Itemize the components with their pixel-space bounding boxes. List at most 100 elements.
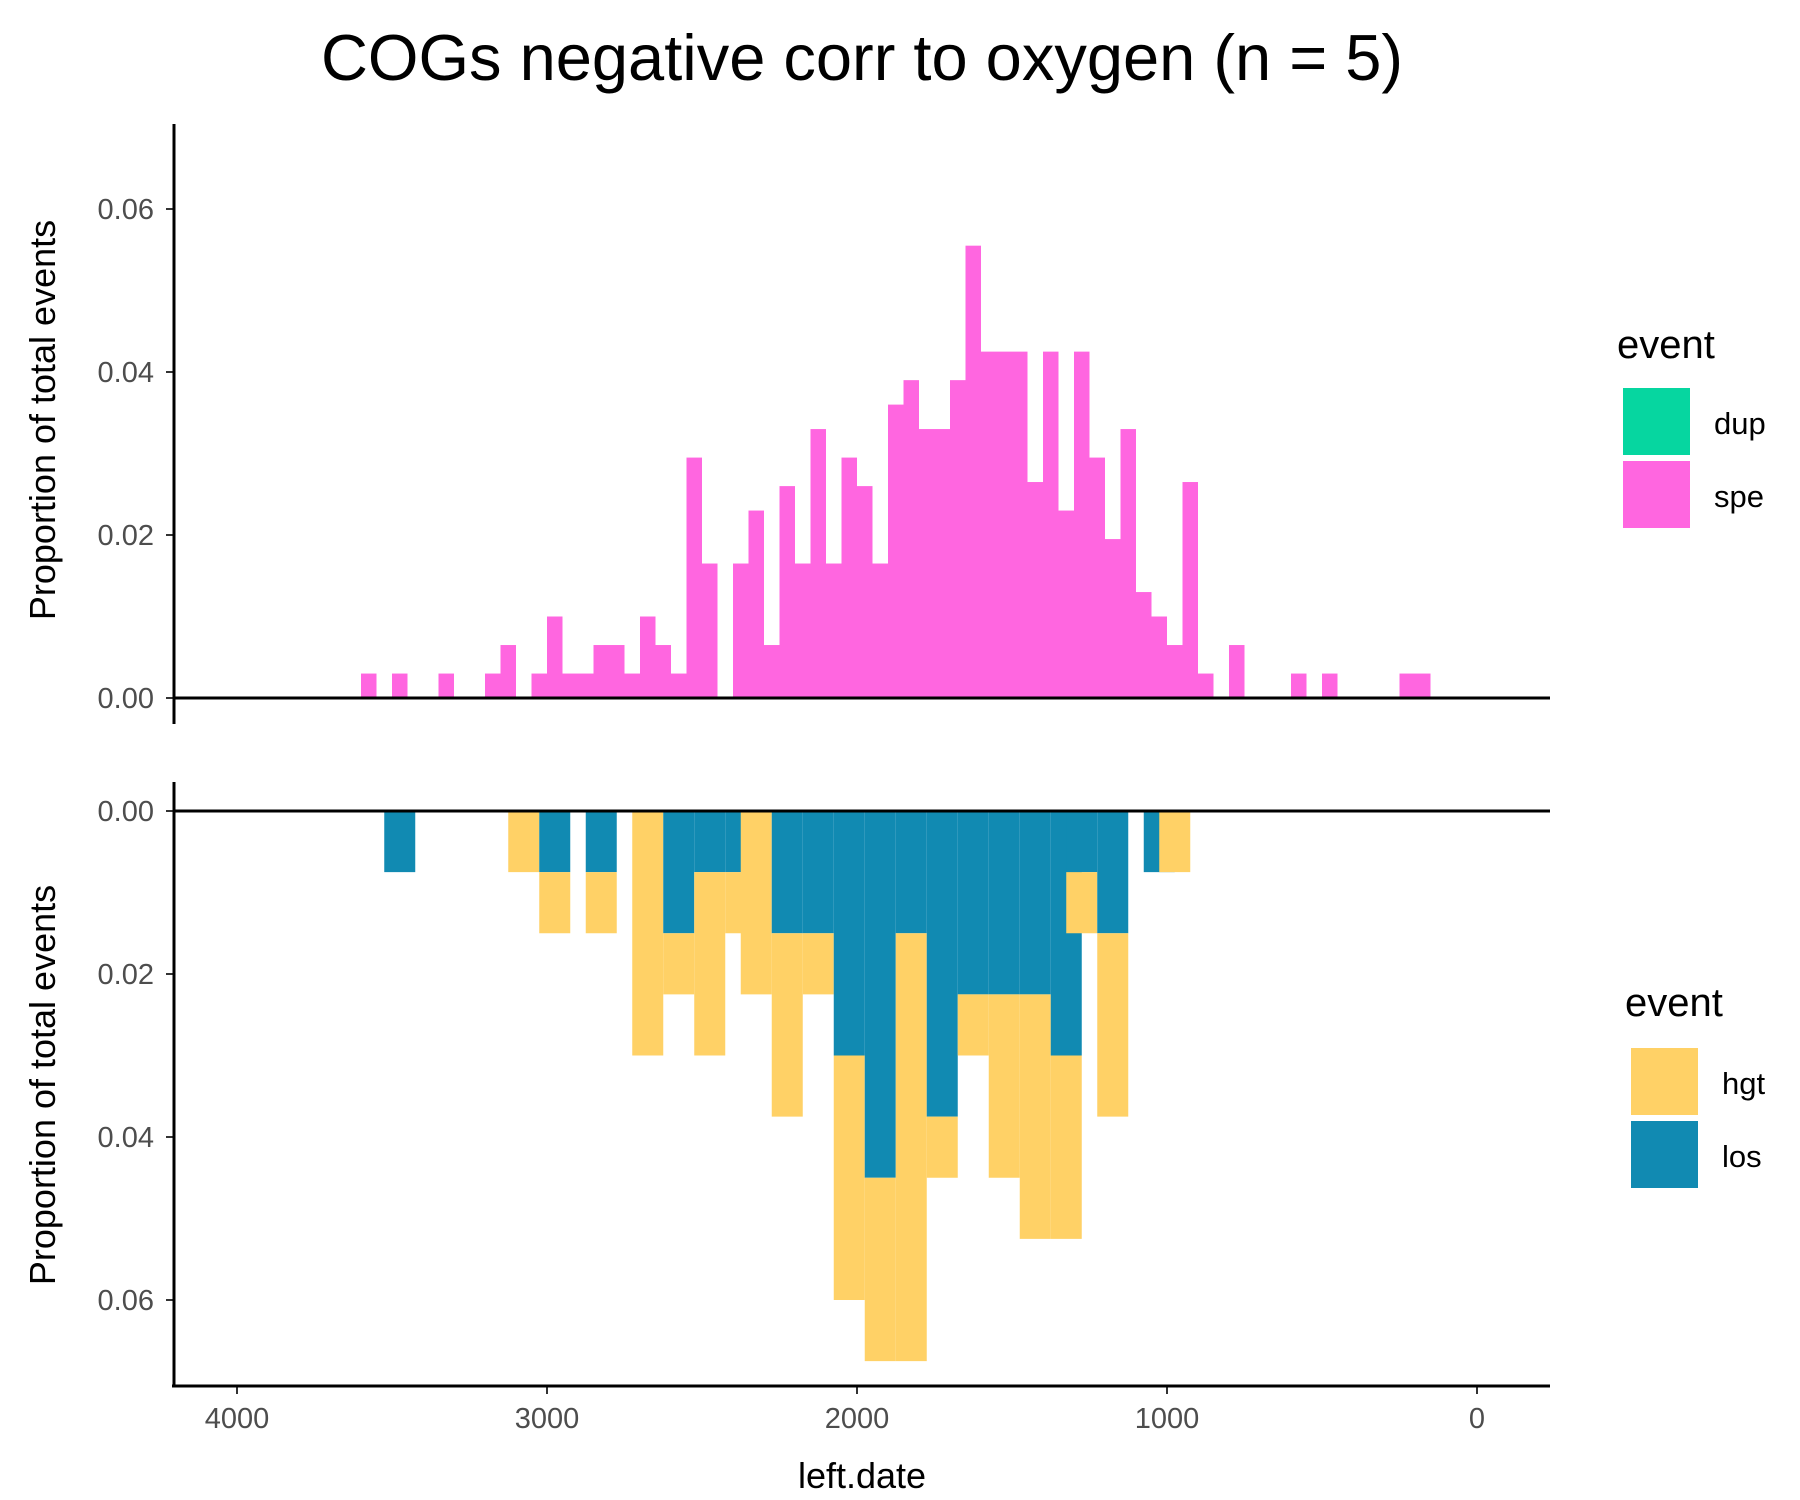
bar-los [694, 811, 726, 873]
x-tick-label: 3000 [515, 1403, 580, 1435]
bottom-y-axis-title: Proportion of total events [22, 885, 63, 1285]
bar-spe [485, 673, 501, 698]
y-tick-label: 0.00 [98, 683, 154, 715]
bar-spe [686, 457, 702, 698]
bar-spe [1415, 673, 1431, 698]
bar-spe [1151, 616, 1167, 698]
bar-spe [1120, 429, 1136, 698]
bar-spe [1136, 592, 1152, 698]
bar-spe [888, 404, 904, 698]
bar-spe [1012, 351, 1028, 698]
top-y-axis-ticks: 0.00 0.02 0.04 0.06 [98, 194, 174, 715]
bar-spe [934, 429, 950, 698]
bar-los [988, 811, 1020, 995]
y-tick-label: 0.02 [98, 520, 154, 552]
top-bars [361, 245, 1431, 699]
bar-spe [392, 673, 408, 698]
bar-spe [1043, 351, 1059, 698]
bar-spe [1167, 645, 1183, 698]
bar-spe [1058, 510, 1074, 698]
bottom-x-axis-ticks: 4000 3000 2000 1000 0 [205, 1386, 1485, 1435]
bar-hgt [539, 872, 571, 934]
bar-hgt [740, 811, 772, 995]
bar-hgt [957, 994, 989, 1056]
bar-spe [748, 510, 764, 698]
legend-label-los: los [1722, 1139, 1762, 1174]
y-tick-label: 0.02 [98, 959, 154, 991]
bar-spe [733, 563, 749, 698]
legend-swatch-spe [1623, 461, 1690, 528]
bar-spe [1322, 673, 1338, 698]
bar-spe [562, 673, 578, 698]
bar-hgt [1159, 811, 1191, 873]
bar-los [1019, 811, 1051, 995]
x-tick-label: 0 [1469, 1403, 1485, 1435]
legend-bottom-title: event [1625, 981, 1723, 1025]
bar-los [895, 811, 927, 934]
bar-spe [438, 673, 454, 698]
y-tick-label: 0.04 [98, 357, 154, 389]
bar-spe [640, 616, 656, 698]
legend-bottom: event hgt los [1625, 981, 1765, 1188]
bar-hgt [833, 1055, 865, 1300]
bar-hgt [663, 933, 695, 995]
legend-swatch-los [1631, 1121, 1698, 1188]
bar-spe [1399, 673, 1415, 698]
x-tick-label: 1000 [1135, 1403, 1200, 1435]
bar-spe [1229, 645, 1245, 698]
bar-spe [810, 429, 826, 698]
bar-spe [671, 673, 687, 698]
chart-title: COGs negative corr to oxygen (n = 5) [321, 21, 1403, 94]
bar-hgt [694, 872, 726, 1056]
legend-swatch-hgt [1631, 1048, 1698, 1115]
x-tick-label: 2000 [825, 1403, 890, 1435]
bar-los [539, 811, 571, 873]
bar-hgt [864, 1177, 896, 1362]
bar-hgt [1019, 994, 1051, 1239]
bar-los [1097, 811, 1129, 934]
bar-los [833, 811, 865, 1056]
bar-spe [1105, 539, 1121, 698]
bar-spe [965, 245, 981, 699]
legend-top: event dup spe [1617, 323, 1766, 528]
legend-top-title: event [1617, 323, 1715, 367]
bar-spe [764, 645, 780, 698]
legend-label-dup: dup [1714, 406, 1766, 441]
bar-hgt [802, 933, 834, 995]
bar-spe [702, 563, 718, 698]
bar-spe [950, 380, 966, 698]
bar-spe [655, 645, 671, 698]
top-y-axis-title: Proportion of total events [22, 220, 63, 620]
bar-los [585, 811, 617, 873]
bar-spe [1027, 482, 1043, 698]
bar-spe [1198, 673, 1214, 698]
bottom-bars [384, 811, 1191, 1362]
bar-spe [779, 486, 795, 698]
bar-spe [1182, 482, 1198, 698]
x-axis-title: left.date [798, 1455, 926, 1496]
legend-label-hgt: hgt [1722, 1066, 1765, 1101]
bar-spe [826, 563, 842, 698]
bar-spe [624, 673, 640, 698]
bottom-y-axis-ticks: 0.00 0.02 0.04 0.06 [98, 796, 174, 1317]
bar-spe [609, 645, 625, 698]
bar-los [957, 811, 989, 995]
legend-swatch-dup [1623, 388, 1690, 455]
bar-hgt [1050, 1055, 1082, 1239]
bar-los [926, 811, 958, 1117]
bar-spe [981, 351, 997, 698]
bar-spe [857, 486, 873, 698]
bar-spe [841, 457, 857, 698]
bar-los [802, 811, 834, 934]
y-tick-label: 0.04 [98, 1122, 154, 1154]
y-tick-label: 0.06 [98, 1285, 154, 1317]
bar-hgt [1097, 933, 1129, 1117]
bar-spe [361, 673, 377, 698]
bar-spe [1291, 673, 1307, 698]
bar-spe [795, 563, 811, 698]
bar-spe [500, 645, 516, 698]
y-tick-label: 0.06 [98, 194, 154, 226]
top-panel: 0.00 0.02 0.04 0.06 Proportion of total eve… [22, 124, 1550, 724]
bar-hgt [508, 811, 540, 873]
